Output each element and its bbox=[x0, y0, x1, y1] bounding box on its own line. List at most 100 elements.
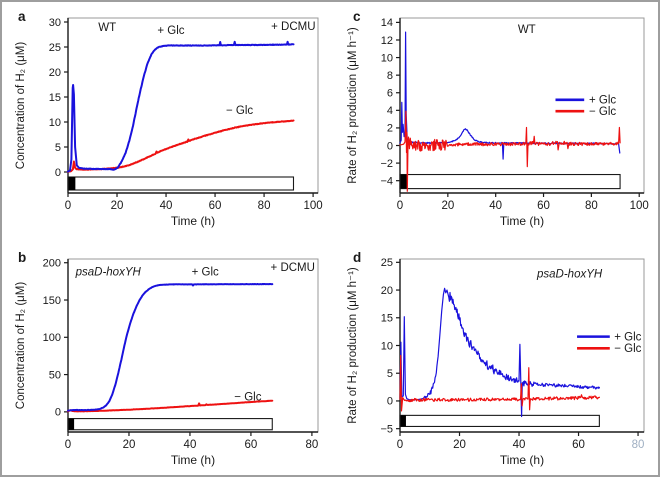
x-axis-title: Time (h) bbox=[171, 453, 215, 467]
legend-label: + Glc bbox=[614, 331, 641, 343]
x-tick-label: 0 bbox=[397, 200, 403, 212]
y-tick-label: 25 bbox=[49, 42, 61, 54]
x-tick-label: 40 bbox=[160, 200, 173, 212]
series-line-minus-glc bbox=[399, 354, 600, 412]
dark-period-bar bbox=[400, 415, 406, 427]
x-tick-label: 20 bbox=[111, 200, 124, 212]
annotation-label: psaD-hoxYH bbox=[536, 268, 603, 280]
x-tick-label: 80 bbox=[258, 200, 271, 212]
x-tick-label: 80 bbox=[632, 439, 645, 451]
annotation-label: WT bbox=[518, 24, 536, 36]
y-tick-label: 8 bbox=[387, 70, 393, 82]
light-period-bar bbox=[399, 414, 600, 428]
panel-letter-a: a bbox=[18, 9, 26, 24]
y-tick-label: 200 bbox=[43, 258, 61, 270]
annotation-label: + DCMU bbox=[271, 262, 315, 274]
y-tick-label: 0 bbox=[387, 396, 393, 408]
y-tick-label: 0 bbox=[387, 140, 393, 152]
x-tick-label: 40 bbox=[513, 439, 526, 451]
y-tick-label: 14 bbox=[381, 17, 393, 29]
panel-b-chart: 0 50 100 150 200 0 20 40 60 80 Time (h) Concentrati… bbox=[15, 250, 319, 467]
y-tick-label: 25 bbox=[381, 257, 393, 269]
x-tick-label: 80 bbox=[306, 439, 319, 451]
y-tick-label: 15 bbox=[381, 313, 393, 325]
panel-letter-c: c bbox=[353, 9, 361, 24]
dark-period-bar bbox=[68, 177, 76, 190]
x-tick-label: 20 bbox=[441, 200, 454, 212]
x-tick-label: 60 bbox=[209, 200, 222, 212]
y-tick-label: 15 bbox=[49, 92, 61, 104]
y-tick-label: 30 bbox=[49, 17, 61, 29]
dark-period-bar bbox=[68, 418, 75, 430]
annotation-label: WT bbox=[98, 22, 116, 34]
light-period-bar bbox=[67, 418, 273, 431]
x-tick-label: 20 bbox=[123, 439, 136, 451]
series-line-plus-glc bbox=[67, 40, 295, 173]
annotation-label: − Glc bbox=[226, 105, 253, 117]
legend: + Glc− Glc bbox=[577, 331, 642, 355]
y-tick-label: 12 bbox=[381, 35, 393, 47]
y-tick-label: −5 bbox=[380, 423, 393, 435]
legend-label: − Glc bbox=[589, 106, 616, 118]
x-tick-label: 0 bbox=[397, 439, 403, 451]
y-tick-label: −4 bbox=[380, 175, 393, 187]
y-tick-label: 20 bbox=[49, 67, 61, 79]
y-tick-label: 20 bbox=[381, 285, 393, 297]
y-tick-label: 4 bbox=[387, 105, 393, 117]
y-tick-label: 2 bbox=[387, 123, 393, 135]
x-axis-title: Time (h) bbox=[500, 453, 544, 467]
x-tick-label: 60 bbox=[572, 439, 585, 451]
x-tick-label: 100 bbox=[304, 200, 323, 212]
y-tick-label: 100 bbox=[43, 332, 61, 344]
y-axis-title: Concentration of H₂ (μM) bbox=[15, 282, 27, 410]
y-tick-label: 10 bbox=[381, 52, 393, 64]
legend-label: + Glc bbox=[589, 95, 616, 107]
annotation-label: − Glc bbox=[234, 392, 261, 404]
dark-period-bar bbox=[400, 174, 408, 189]
annotation-label: psaD-hoxYH bbox=[75, 266, 142, 278]
series-line-plus-glc bbox=[399, 287, 600, 418]
annotation-label: + Glc bbox=[192, 266, 219, 278]
series-line-minus-glc bbox=[67, 119, 295, 173]
y-tick-label: 10 bbox=[381, 340, 393, 352]
x-tick-label: 80 bbox=[585, 200, 598, 212]
x-axis-title: Time (h) bbox=[171, 214, 215, 228]
y-tick-label: 10 bbox=[49, 117, 61, 129]
panel-a-chart: 0 5 10 15 20 25 30 0 20 40 60 80 100 Time (h) Concentr… bbox=[15, 9, 323, 228]
panel-d-chart: −5 0 5 10 15 20 25 0 20 40 60 80 Time (h) Rate of H₂ … bbox=[347, 250, 645, 467]
y-tick-label: 6 bbox=[387, 88, 393, 100]
x-tick-label: 20 bbox=[453, 439, 466, 451]
x-axis-title: Time (h) bbox=[500, 214, 544, 228]
legend: + Glc− Glc bbox=[555, 95, 616, 118]
x-tick-label: 40 bbox=[489, 200, 502, 212]
y-axis-title: Rate of H₂ production (μM h⁻¹) bbox=[347, 267, 359, 424]
x-tick-label: 40 bbox=[184, 439, 197, 451]
series-line-minus-glc bbox=[67, 399, 274, 413]
x-tick-label: 0 bbox=[65, 200, 71, 212]
annotation-label: + Glc bbox=[157, 25, 184, 37]
annotation-label: + DCMU bbox=[271, 21, 315, 33]
y-tick-label: −2 bbox=[380, 158, 393, 170]
y-axis-title: Rate of H₂ production (μM h⁻¹) bbox=[347, 27, 359, 184]
x-tick-label: 100 bbox=[630, 200, 649, 212]
x-tick-label: 60 bbox=[245, 439, 258, 451]
x-tick-label: 60 bbox=[537, 200, 550, 212]
light-period-bar bbox=[67, 176, 295, 191]
y-tick-label: 0 bbox=[55, 167, 61, 179]
y-tick-label: 0 bbox=[55, 407, 61, 419]
x-tick-label: 0 bbox=[65, 439, 71, 451]
panel-c-chart: −4 −2 0 2 4 6 8 10 12 14 0 20 40 60 80 100 Time (h) Rate … bbox=[347, 9, 649, 228]
legend-label: − Glc bbox=[614, 343, 641, 355]
y-tick-label: 5 bbox=[387, 368, 393, 380]
y-axis-title: Concentration of H₂ (μM) bbox=[15, 42, 27, 170]
y-tick-label: 5 bbox=[55, 142, 61, 154]
series-line-plus-glc bbox=[399, 31, 621, 160]
panel-letter-d: d bbox=[353, 250, 361, 265]
series-line-plus-glc bbox=[67, 283, 274, 412]
y-tick-label: 50 bbox=[49, 369, 61, 381]
series-line-minus-glc bbox=[399, 110, 621, 192]
panel-letter-b: b bbox=[18, 250, 26, 265]
light-period-bar bbox=[399, 173, 621, 190]
y-tick-label: 150 bbox=[43, 295, 61, 307]
